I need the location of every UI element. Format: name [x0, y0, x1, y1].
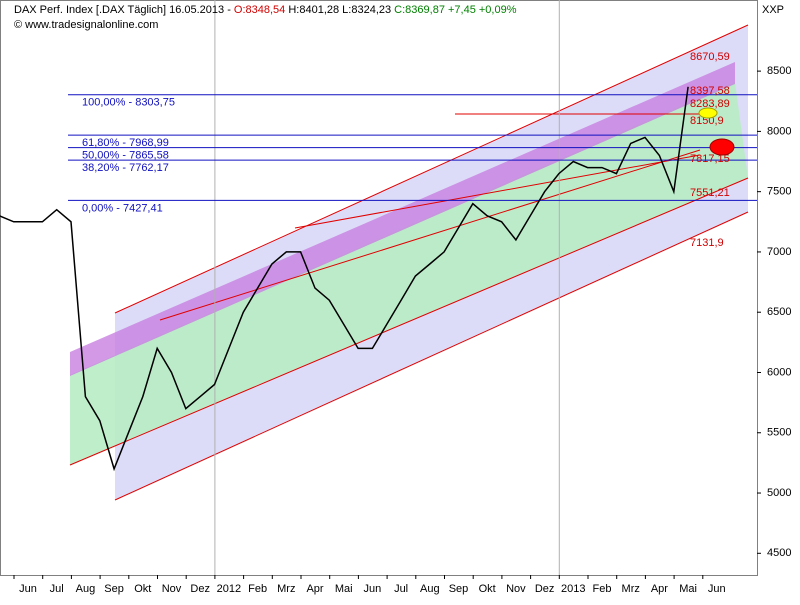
fib-label: 61,80% - 7968,99 — [82, 137, 169, 149]
fib-label: 50,00% - 7865,58 — [82, 150, 169, 162]
x-tick-label: Sep — [449, 583, 469, 595]
x-tick-label: Jul — [394, 583, 408, 595]
marker — [698, 107, 718, 119]
y-tick-label: 8500 — [767, 65, 791, 77]
y-tick-label: 4500 — [767, 547, 791, 559]
fib-label: 100,00% - 8303,75 — [82, 97, 175, 109]
x-tick-label: Jun — [19, 583, 37, 595]
x-tick-label: Okt — [479, 583, 496, 595]
x-tick-label: Dez — [190, 583, 210, 595]
x-tick-label: Jul — [50, 583, 64, 595]
inner-bottom — [69, 177, 749, 466]
x-tick-label: Nov — [506, 583, 526, 595]
axis-code: XXP — [762, 4, 784, 16]
y-tick-label: 7000 — [767, 246, 791, 258]
x-tick-label: Apr — [651, 583, 668, 595]
x-tick-label: Mai — [335, 583, 353, 595]
inner-channel — [70, 82, 748, 465]
x-tick-label: Mrz — [622, 583, 640, 595]
x-tick-label: Jun — [708, 583, 726, 595]
x-tick-label: Mrz — [277, 583, 295, 595]
subtitle: © www.tradesignalonline.com — [14, 19, 158, 31]
y-tick-label: 6500 — [767, 306, 791, 318]
x-tick-label: Feb — [248, 583, 267, 595]
title-part: O:8348,54 — [234, 4, 285, 16]
x-tick-label: 2013 — [561, 583, 585, 595]
fib-label: 0,00% - 7427,41 — [82, 202, 163, 214]
y-tick-label: 5000 — [767, 487, 791, 499]
trend-line — [294, 154, 701, 229]
x-tick-label: Nov — [162, 583, 182, 595]
x-tick-label: Apr — [306, 583, 323, 595]
chart-title: DAX Perf. Index [.DAX Täglich] 16.05.201… — [14, 4, 517, 16]
price-label: 8397,58 — [690, 85, 730, 97]
x-tick-label: Dez — [535, 583, 555, 595]
x-tick-label: Mai — [679, 583, 697, 595]
x-tick-label: Aug — [420, 583, 440, 595]
price-label: 8283,89 — [690, 98, 730, 110]
price-label: 7551,21 — [690, 187, 730, 199]
x-tick-label: 2012 — [217, 583, 241, 595]
x-tick-label: Okt — [134, 583, 151, 595]
x-tick-label: Aug — [76, 583, 96, 595]
title-part: DAX Perf. Index [.DAX Täglich] 16.05.201… — [14, 4, 234, 16]
x-tick-label: Jun — [364, 583, 382, 595]
price-line — [0, 86, 689, 472]
overlay: 100,00% - 8303,75 61,80% - 7968,9950,00% … — [0, 51, 757, 472]
y-tick-label: 7500 — [767, 186, 791, 198]
y-tick-label: 6000 — [767, 366, 791, 378]
marker — [709, 138, 735, 156]
x-tick-label: Sep — [104, 583, 124, 595]
price-label: 7131,9 — [690, 237, 724, 249]
y-tick-label: 8000 — [767, 125, 791, 137]
title-part: H:8401,28 L:8324,23 — [285, 4, 394, 16]
channel-top — [114, 24, 749, 314]
y-tick-label: 5500 — [767, 427, 791, 439]
trend-line — [159, 149, 701, 321]
upper-band — [70, 62, 735, 376]
channel-bottom — [114, 211, 749, 501]
x-tick-label: Feb — [593, 583, 612, 595]
price-label: 8150,9 — [690, 115, 724, 127]
price-label: 8670,59 — [690, 51, 730, 63]
fib-label: 38,20% - 7762,17 — [82, 162, 169, 174]
title-part: C:8369,87 +7,45 +0,09% — [394, 4, 517, 16]
price-label: 7817,15 — [690, 153, 730, 165]
